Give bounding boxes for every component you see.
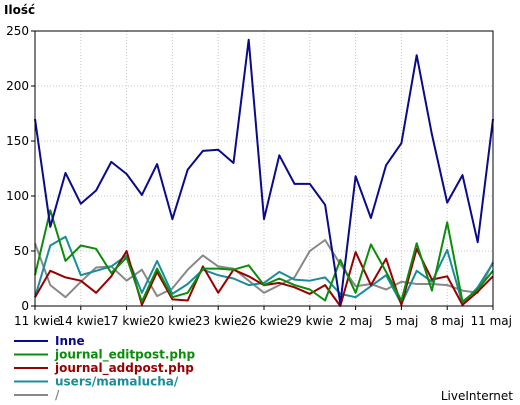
legend-label: Inne	[55, 334, 85, 348]
grid	[35, 31, 493, 306]
series-line	[34, 235, 494, 305]
x-tick-label: 5 maj	[384, 314, 418, 328]
series-lines	[34, 38, 494, 307]
x-tick-label: 2 maj	[339, 314, 373, 328]
y-tick-label: 50	[14, 244, 29, 258]
y-tick-label: 0	[21, 299, 29, 313]
x-tick-label: 23 kwie	[195, 314, 242, 328]
x-tick-label: 11 maj	[471, 314, 512, 328]
legend-label: /	[55, 388, 60, 402]
x-tick-label: 26 kwie	[241, 314, 288, 328]
y-axis-title: Ilość	[4, 3, 35, 17]
y-tick-label: 100	[6, 189, 29, 203]
y-tick-label: 150	[6, 134, 29, 148]
y-tick-label: 200	[6, 79, 29, 93]
x-tick-label: 29 kwie	[287, 314, 334, 328]
x-tick-label: 20 kwie	[149, 314, 196, 328]
series-line	[34, 38, 494, 305]
y-ticks: 0 50 100 150 200 250	[6, 24, 35, 313]
legend-label: journal_addpost.php	[54, 361, 194, 376]
legend-label: journal_editpost.php	[54, 348, 196, 363]
brand-label: LiveInternet	[441, 389, 513, 403]
x-tick-label: 14 kwie	[58, 314, 105, 328]
legend: Innejournal_editpost.phpjournal_addpost.…	[14, 334, 196, 402]
legend-label: users/mamalucha/	[55, 375, 179, 389]
series-line	[34, 209, 494, 303]
x-tick-label: 8 maj	[430, 314, 464, 328]
x-tick-label: 11 kwie	[14, 314, 61, 328]
x-tick-label: 17 kwie	[103, 314, 150, 328]
y-tick-label: 250	[6, 24, 29, 38]
